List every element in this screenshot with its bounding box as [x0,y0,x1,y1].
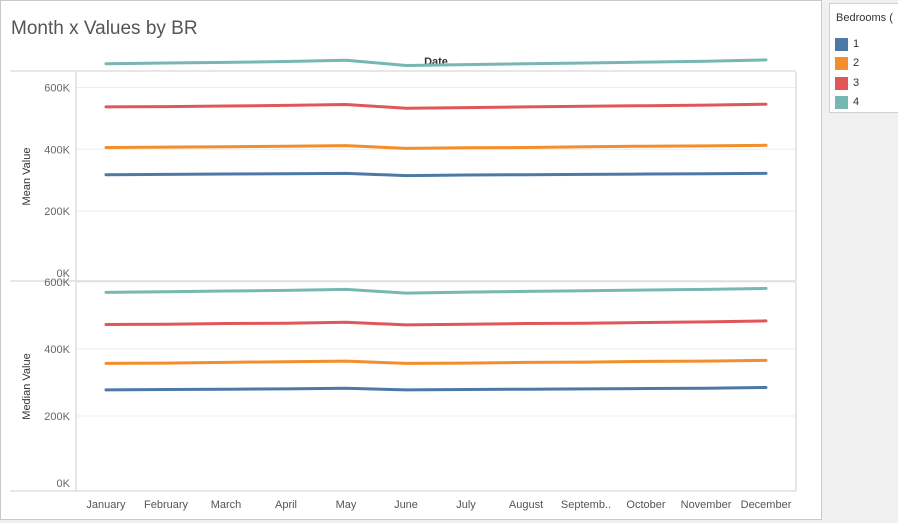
y-tick-label: 0K [57,478,71,490]
series-line-3 [104,319,768,327]
y-tick-label: 0K [57,268,71,280]
y-axis-label: Mean Value [21,148,33,206]
x-tick-label: Septemb.. [561,499,611,511]
series-line-1 [104,386,768,392]
y-tick-label: 400K [44,344,70,356]
series-line-4 [104,286,768,295]
y-tick-label: 600K [44,82,70,94]
legend-swatch [835,57,848,70]
x-tick-label: July [456,499,476,511]
x-tick-label: August [509,499,543,511]
y-tick-label: 200K [44,206,70,218]
legend-swatch [835,96,848,109]
chart-title: Month x Values by BR [11,18,198,39]
legend-item[interactable]: 2 [835,56,895,72]
x-tick-label: December [741,499,792,511]
x-tick-label: March [211,499,242,511]
x-tick-label: October [626,499,665,511]
y-axis-label: Median Value [21,353,33,419]
legend-label: 1 [853,38,860,50]
legend-item[interactable]: 3 [835,76,895,92]
y-tick-label: 600K [44,277,70,289]
legend-title: Bedrooms ( [836,12,893,24]
x-tick-label: June [394,499,418,511]
legend-label: 2 [853,57,860,69]
chart-panel: Month x Values by BR Date 0K 200K 400K 600K M… [0,0,822,520]
legend-item[interactable]: 4 [835,95,895,111]
series-line-1 [104,171,768,178]
x-tick-label: February [144,499,189,511]
legend-swatch [835,38,848,51]
series-line-2 [104,143,768,150]
legend[interactable]: Bedrooms ( 1 2 3 4 [829,3,898,113]
series-line-2 [104,358,768,365]
y-tick-label: 200K [44,411,70,423]
series-line-3 [104,102,768,110]
x-tick-label: April [275,499,297,511]
legend-item[interactable]: 1 [835,37,895,53]
x-tick-label: May [336,499,357,511]
series-line-4 [104,58,768,67]
x-tick-label: January [86,499,126,511]
x-tick-label: November [681,499,732,511]
legend-label: 3 [853,77,860,89]
legend-label: 4 [853,96,860,108]
y-tick-label: 400K [44,144,70,156]
legend-swatch [835,77,848,90]
